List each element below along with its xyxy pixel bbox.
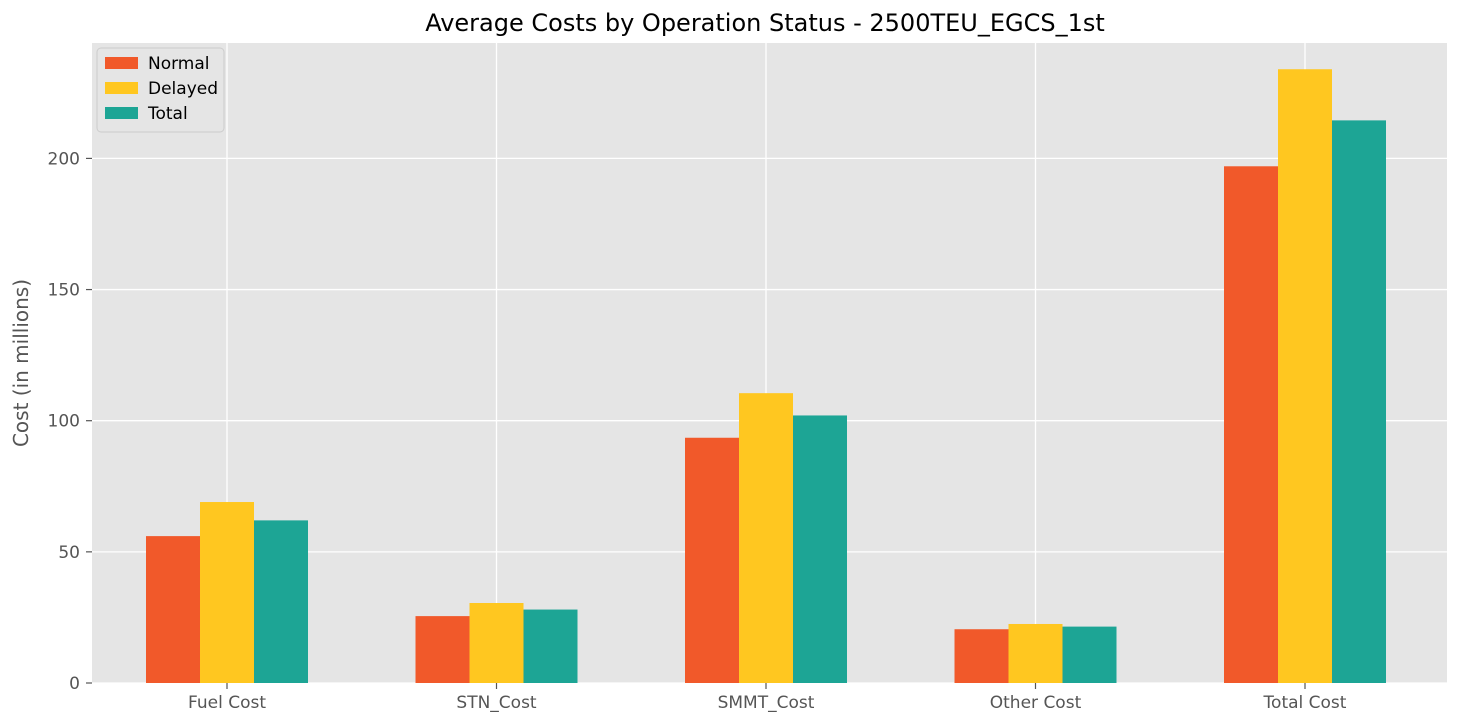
bar-delayed — [1278, 69, 1332, 684]
y-tick-label: 50 — [58, 543, 80, 563]
y-axis-label: Cost (in millions) — [9, 279, 33, 447]
legend-swatch-delayed — [105, 82, 138, 94]
bar-normal — [1224, 166, 1278, 683]
bar-total — [793, 415, 847, 683]
legend-label-total: Total — [147, 104, 188, 124]
legend: Normal Delayed Total — [96, 47, 225, 133]
legend-swatch-normal — [105, 57, 138, 69]
legend-label-normal: Normal — [148, 54, 210, 74]
bar-total — [254, 520, 308, 683]
x-tick-label: Fuel Cost — [188, 693, 266, 713]
y-tick-label: 0 — [69, 674, 80, 694]
chart-title: Average Costs by Operation Status - 2500… — [425, 9, 1105, 37]
y-tick-label: 100 — [48, 412, 80, 432]
x-tick-label: SMMT_Cost — [718, 693, 815, 713]
bar-normal — [954, 629, 1009, 683]
bars — [146, 69, 1386, 684]
legend-label-delayed: Delayed — [148, 79, 218, 99]
x-tick-label: Total Cost — [1263, 693, 1347, 713]
bar-total — [1062, 626, 1117, 683]
bar-delayed — [1008, 623, 1063, 683]
bar-total — [1332, 120, 1386, 683]
legend-swatch-total — [105, 107, 138, 119]
bar-normal — [415, 616, 470, 683]
axis-ticks: 0 50 100 150 200 Fuel Cost STN_Cost SMMT_Cost Ot… — [48, 149, 1347, 713]
x-tick-label: STN_Cost — [456, 693, 537, 713]
x-tick-label: Other Cost — [990, 693, 1082, 713]
bar-delayed — [469, 603, 524, 683]
bar-delayed — [200, 502, 254, 683]
bar-normal — [685, 437, 739, 683]
bar-total — [523, 609, 578, 683]
y-tick-label: 200 — [48, 149, 80, 169]
y-tick-label: 150 — [48, 281, 80, 301]
bar-normal — [146, 536, 200, 683]
bar-delayed — [739, 393, 793, 683]
